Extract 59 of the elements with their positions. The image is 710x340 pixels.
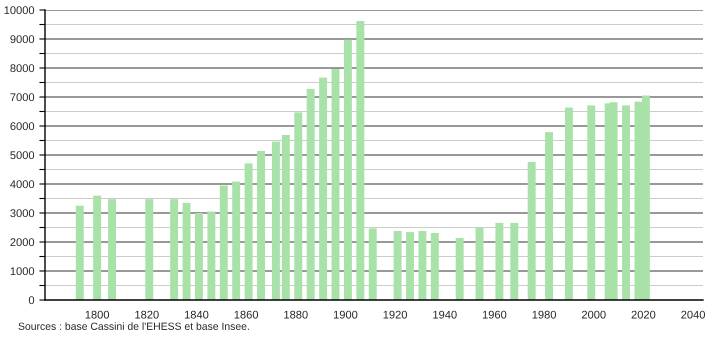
y-tick-label: 4000 [10, 180, 34, 188]
bar [282, 134, 290, 300]
x-tick-label: 1840 [184, 310, 208, 319]
y-tick-label: 1000 [10, 267, 34, 276]
bar [244, 163, 253, 300]
bar [510, 222, 518, 300]
bar [430, 233, 439, 300]
bar [418, 230, 426, 300]
bar [257, 150, 265, 300]
y-tick-label: 3000 [10, 209, 34, 218]
x-tick-label: 2020 [632, 310, 656, 319]
y-tick-label: 9000 [10, 35, 34, 44]
x-tick-label: 1860 [234, 310, 258, 319]
y-tick-label: 8000 [10, 64, 34, 72]
bar [394, 230, 402, 300]
x-tick-label: 1980 [532, 310, 556, 319]
bar [319, 78, 328, 300]
y-tick-label: 6000 [10, 122, 34, 130]
bar [406, 232, 414, 300]
bar [587, 105, 596, 300]
y-tick-label: 0 [28, 296, 34, 304]
x-tick-label: 1920 [384, 310, 408, 319]
bar [207, 212, 216, 300]
bar [564, 107, 573, 300]
bar [272, 142, 280, 300]
bar [194, 213, 203, 300]
bar [306, 88, 315, 300]
bar [182, 202, 191, 300]
bar [622, 105, 630, 300]
bar [495, 222, 504, 300]
bar [76, 206, 84, 300]
x-tick-label: 1880 [284, 310, 308, 319]
bar [476, 227, 484, 300]
x-tick-label: 1900 [334, 310, 358, 319]
source-note: Sources : base Cassini de l'EHESS et base Insee. [18, 322, 249, 330]
y-tick-label: 2000 [10, 238, 34, 246]
bar [145, 199, 154, 300]
x-tick-label: 1960 [482, 310, 506, 319]
bar [456, 238, 464, 300]
x-tick-label: 2040 [681, 310, 705, 319]
bar [170, 199, 178, 300]
y-tick-label: 10000 [4, 6, 34, 14]
bar [332, 68, 340, 300]
bar [356, 21, 364, 300]
bar [545, 132, 554, 300]
bar [220, 185, 228, 300]
bar [93, 196, 102, 300]
x-tick-label: 1800 [86, 310, 110, 319]
bar [294, 112, 302, 300]
bar [368, 228, 377, 300]
x-tick-label: 2000 [582, 310, 606, 319]
bar [528, 162, 536, 300]
x-tick-label: 1820 [135, 310, 159, 319]
bar [344, 39, 352, 300]
y-tick-label: 5000 [10, 151, 34, 160]
bar [232, 182, 240, 300]
bar [108, 199, 116, 300]
x-tick-label: 1940 [433, 310, 457, 319]
y-tick-label: 7000 [10, 93, 34, 102]
